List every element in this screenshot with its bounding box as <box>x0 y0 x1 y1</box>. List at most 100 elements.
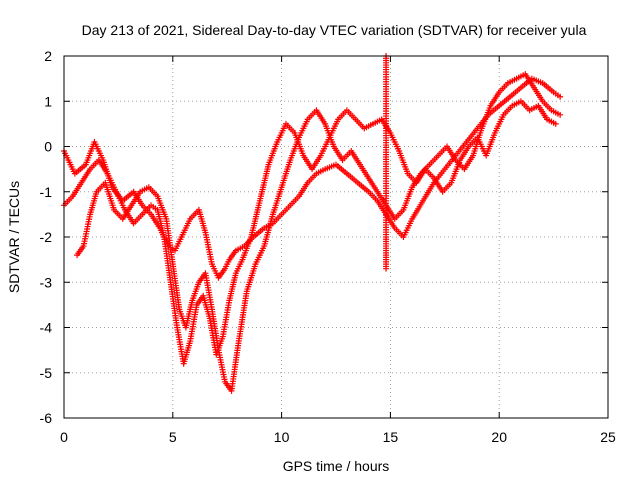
data-point <box>426 154 440 168</box>
data-point <box>222 258 232 272</box>
data-point <box>91 138 106 161</box>
data-point <box>531 84 545 103</box>
data-point <box>104 170 119 193</box>
data-point <box>420 181 436 204</box>
data-point <box>557 111 564 118</box>
data-point <box>243 263 258 295</box>
data-point <box>483 132 497 159</box>
data-point <box>528 75 544 86</box>
data-point <box>269 186 284 218</box>
y-tick-label: -2 <box>40 229 53 245</box>
data-point <box>383 66 390 102</box>
data-point <box>365 175 380 193</box>
data-point <box>61 195 74 209</box>
data-point <box>202 229 215 265</box>
data-point <box>222 378 234 393</box>
data-point <box>226 272 239 304</box>
data-point <box>557 93 564 100</box>
data-point <box>87 191 99 218</box>
series-track-c <box>74 71 564 394</box>
y-tick-label: 0 <box>44 139 52 155</box>
data-point <box>369 117 383 127</box>
x-tick-label: 5 <box>169 429 177 445</box>
data-point <box>232 244 246 254</box>
data-point <box>261 213 276 250</box>
plus-marker <box>557 111 564 118</box>
data-point <box>208 306 222 351</box>
data-point <box>171 236 184 254</box>
data-point <box>161 234 174 283</box>
data-point <box>441 154 458 173</box>
data-point <box>80 213 93 250</box>
data-point <box>391 208 405 222</box>
y-tick-label: -5 <box>40 365 53 381</box>
data-point <box>487 91 501 109</box>
data-point <box>439 181 453 195</box>
data-series <box>61 53 564 394</box>
data-point <box>544 116 557 126</box>
plus-marker <box>552 120 559 127</box>
data-point <box>409 172 423 191</box>
data-point <box>500 104 514 118</box>
data-point <box>278 204 292 218</box>
data-point <box>356 161 371 180</box>
data-point <box>128 190 142 209</box>
data-point <box>461 154 475 173</box>
series-track-b <box>61 98 559 367</box>
data-point <box>61 148 77 175</box>
data-point <box>317 136 332 159</box>
data-point <box>274 123 288 145</box>
data-point <box>189 281 202 304</box>
series-spike <box>383 53 390 272</box>
data-point <box>235 290 250 349</box>
data-point <box>195 206 208 234</box>
data-point <box>239 236 254 263</box>
x-tick-label: 15 <box>383 429 399 445</box>
data-point <box>232 258 245 277</box>
grid <box>64 56 608 418</box>
data-point <box>448 159 463 186</box>
data-point <box>400 186 415 213</box>
y-axis-label: SDTVAR / TECUs <box>6 181 22 293</box>
data-point <box>513 72 527 82</box>
data-point <box>322 162 337 173</box>
data-point <box>304 172 318 186</box>
data-point <box>463 127 479 145</box>
data-point <box>304 109 318 123</box>
data-point <box>335 109 349 123</box>
chart-title: Day 213 of 2021, Sidereal Day-to-day VTE… <box>82 22 587 38</box>
data-point <box>361 122 374 132</box>
y-tick-label: -4 <box>40 320 53 336</box>
data-point <box>278 159 293 191</box>
data-point <box>215 267 227 281</box>
data-point <box>535 102 549 121</box>
data-point <box>287 195 301 209</box>
y-tick-label: -6 <box>40 410 53 426</box>
data-point <box>102 179 117 211</box>
data-point <box>296 118 310 141</box>
data-point <box>430 175 445 193</box>
plus-marker <box>557 93 564 100</box>
axis-ticks: 0 5 10 15 20 25 -6 -5 -4 -3 -2 -1 0 1 2 <box>40 48 616 445</box>
data-point <box>313 167 326 177</box>
data-point <box>187 304 200 345</box>
data-point <box>383 98 390 129</box>
y-tick-label: 1 <box>44 93 52 109</box>
data-point <box>409 199 425 222</box>
data-point <box>517 98 531 112</box>
data-point <box>522 71 536 89</box>
data-point <box>478 105 493 132</box>
data-point <box>148 211 162 230</box>
data-point <box>470 127 485 159</box>
data-point <box>443 143 458 162</box>
data-point <box>496 95 512 109</box>
data-point <box>182 299 195 331</box>
data-point <box>550 89 561 99</box>
data-point <box>330 143 345 162</box>
data-point <box>552 120 559 127</box>
data-point <box>287 136 302 164</box>
data-point <box>417 163 431 177</box>
data-point <box>383 125 390 175</box>
data-point <box>296 181 310 200</box>
